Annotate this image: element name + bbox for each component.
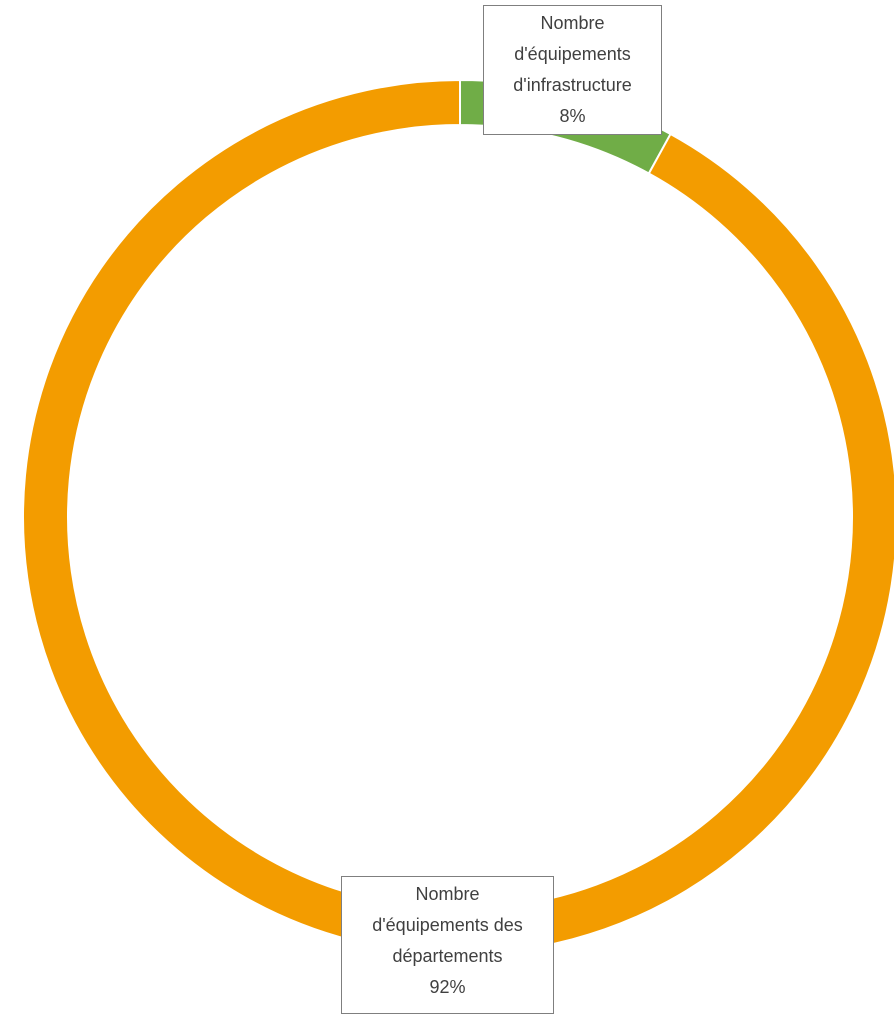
value-label: 92% — [429, 977, 466, 997]
donut-segment — [22, 78, 894, 955]
value-label: 8% — [559, 106, 586, 126]
data-label: Nombre d'équipements d'infrastructure 8% — [483, 5, 662, 135]
data-label: Nombre d'équipements des départements 92% — [341, 876, 554, 1014]
category-name: Nombre d'équipements des départements — [372, 884, 523, 966]
category-name: Nombre d'équipements d'infrastructure — [513, 13, 632, 95]
